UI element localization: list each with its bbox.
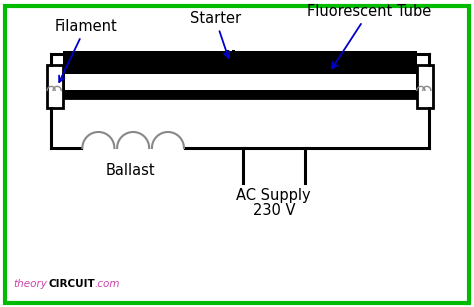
Text: 230 V: 230 V (253, 203, 295, 218)
Text: Fluorescent Tube: Fluorescent Tube (307, 4, 431, 68)
Text: theory: theory (13, 279, 47, 289)
Bar (63, 67, 417, 75)
Bar (63, 75, 417, 90)
Bar (63, 51, 417, 67)
Text: Ballast: Ballast (106, 163, 155, 178)
Bar (417, 64, 433, 108)
Text: AC Supply: AC Supply (237, 188, 311, 203)
Text: Starter: Starter (190, 11, 241, 58)
Bar (47, 64, 63, 108)
Text: CIRCUIT: CIRCUIT (48, 279, 95, 289)
Text: .com: .com (94, 279, 119, 289)
Text: Filament: Filament (55, 19, 118, 82)
Bar (63, 90, 417, 98)
Bar (63, 67, 417, 98)
